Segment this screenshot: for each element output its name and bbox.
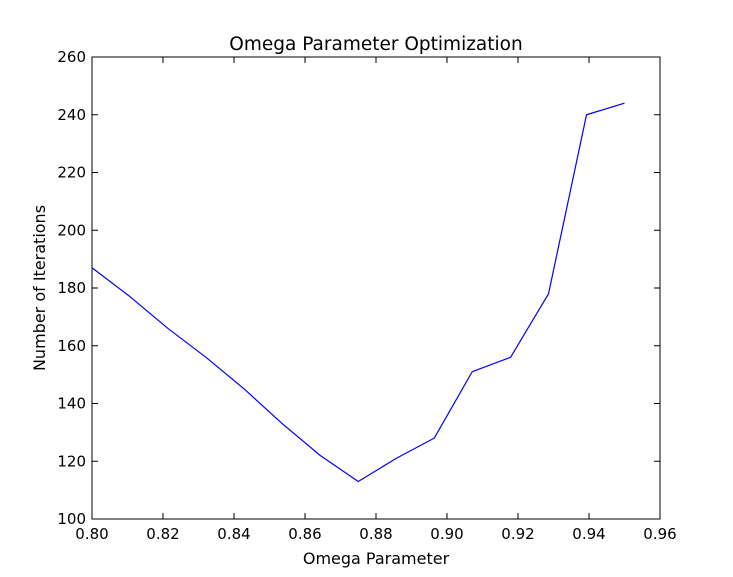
x-tick-label: 0.94 [572, 525, 605, 543]
x-tick-label: 0.80 [75, 525, 108, 543]
y-tick-label: 100 [57, 510, 86, 528]
x-tick-label: 0.84 [217, 525, 250, 543]
x-tick-label: 0.92 [501, 525, 534, 543]
x-tick-label: 0.90 [430, 525, 463, 543]
y-tick-label: 240 [57, 106, 86, 124]
series-layer [91, 102, 625, 483]
x-axis-ticks: 0.80 0.82 0.84 0.86 0.88 0.90 0.92 0.94 0.96 [75, 57, 677, 543]
y-tick-label: 200 [57, 221, 86, 239]
y-axis-label: Number of Iterations [30, 205, 49, 371]
plot-area-frame [91, 56, 661, 520]
x-tick-label: 0.96 [643, 525, 676, 543]
y-tick-label: 220 [57, 164, 86, 182]
x-tick-label: 0.88 [359, 525, 392, 543]
chart-title: Omega Parameter Optimization [229, 34, 522, 55]
y-tick-label: 260 [57, 48, 86, 66]
y-tick-label: 180 [57, 279, 86, 297]
x-tick-label: 0.82 [146, 525, 179, 543]
x-tick-label: 0.86 [288, 525, 321, 543]
y-tick-label: 140 [57, 395, 86, 413]
x-axis-label: Omega Parameter [303, 549, 450, 568]
series-line [91, 102, 625, 483]
y-tick-label: 120 [57, 452, 86, 470]
y-axis-ticks: 100 120 140 160 180 200 220 240 260 [57, 48, 660, 528]
y-tick-label: 160 [57, 337, 86, 355]
